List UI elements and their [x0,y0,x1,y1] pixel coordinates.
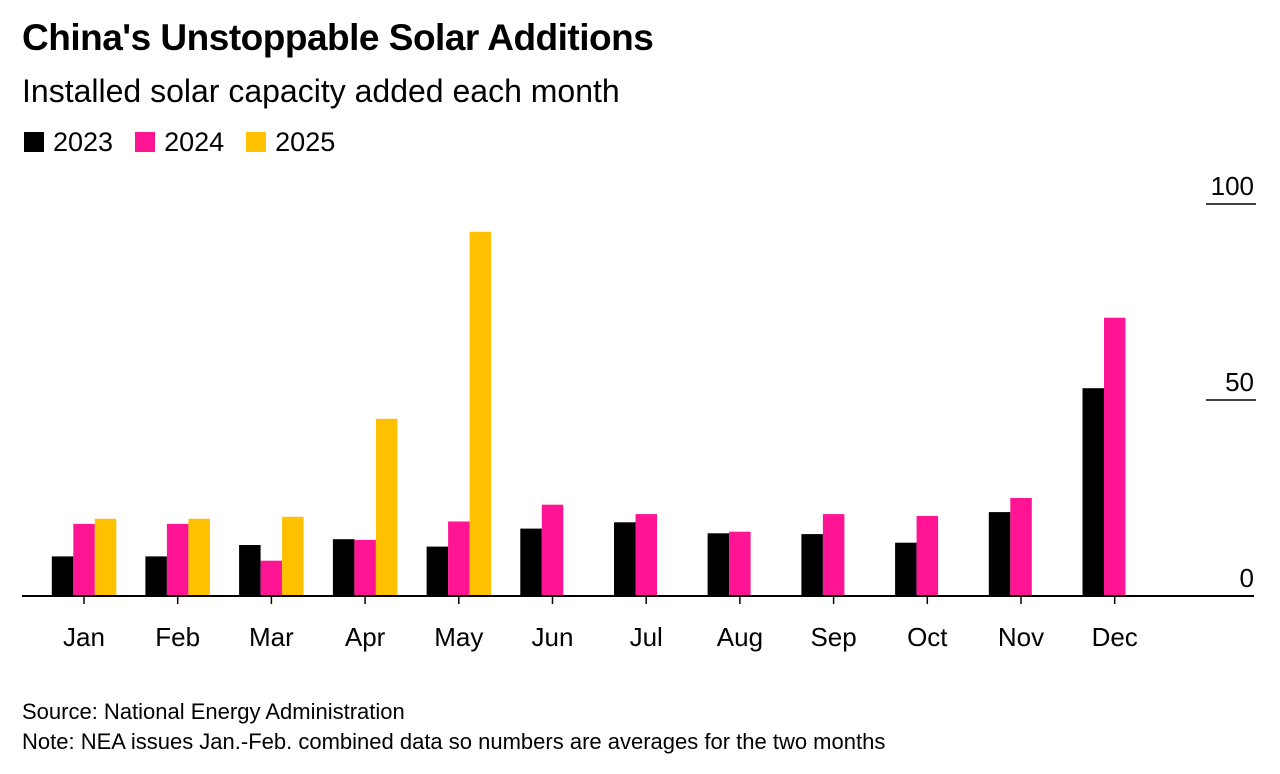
bar-oct-2024 [916,516,939,596]
legend-swatch-2025 [246,132,267,152]
chart-title: China's Unstoppable Solar Additions [22,17,654,58]
bar-aug-2023 [707,533,730,596]
bar-jan-2024 [73,523,95,596]
bar-feb-2025 [188,518,210,596]
bar-sep-2023 [801,534,823,596]
y-tick-label-100: 100 [1211,171,1254,201]
legend-label-2023: 2023 [53,127,114,157]
x-tick-label-jun: Jun [532,622,574,652]
chart-subtitle: Installed solar capacity added each mont… [22,73,620,109]
bar-mar-2023 [239,545,261,596]
y-tick-label-50: 50 [1225,367,1254,397]
bar-apr-2024 [354,539,376,596]
x-tick-label-mar: Mar [249,622,294,652]
footnote: Note: NEA issues Jan.-Feb. combined data… [22,729,886,754]
legend: 2023 2024 2025 [24,124,357,160]
bar-jan-2023 [51,556,74,596]
legend-label-2025: 2025 [275,127,336,157]
bar-dec-2024 [1104,317,1126,596]
bar-nov-2024 [1010,498,1032,596]
bar-jun-2024 [541,504,564,596]
x-tick-label-jul: Jul [630,622,663,652]
bar-jul-2023 [614,522,636,596]
x-tick-label-apr: Apr [345,622,386,652]
bar-may-2023 [426,546,449,596]
bar-may-2024 [448,521,470,596]
bar-mar-2025 [282,516,304,596]
x-tick-label-sep: Sep [810,622,856,652]
bar-jan-2025 [94,518,117,596]
x-tick-label-jan: Jan [63,622,105,652]
x-tick-label-aug: Aug [717,622,763,652]
bar-jun-2023 [520,528,542,596]
bar-nov-2023 [988,512,1011,596]
legend-label-2024: 2024 [164,127,225,157]
bar-feb-2023 [145,556,167,596]
bar-dec-2023 [1082,388,1104,596]
legend-item-2025: 2025 [246,124,335,160]
legend-item-2024: 2024 [135,124,224,160]
bar-aug-2024 [729,531,751,596]
bar-feb-2024 [166,523,189,596]
bar-may-2025 [469,231,492,597]
source-note: Source: National Energy Administration [22,699,405,724]
bar-oct-2023 [895,542,917,596]
x-tick-label-nov: Nov [998,622,1044,652]
x-tick-label-oct: Oct [907,622,948,652]
bar-mar-2024 [260,560,283,596]
y-tick-label-0: 0 [1240,563,1254,593]
bar-jul-2024 [635,514,657,596]
bar-apr-2025 [375,418,398,596]
legend-item-2023: 2023 [24,124,113,160]
x-tick-label-may: May [434,622,483,652]
legend-swatch-2024 [135,132,156,152]
x-tick-label-dec: Dec [1092,622,1138,652]
bar-apr-2023 [332,539,355,596]
x-tick-label-feb: Feb [155,622,200,652]
bar-sep-2024 [822,514,845,596]
legend-swatch-2023 [24,132,44,152]
